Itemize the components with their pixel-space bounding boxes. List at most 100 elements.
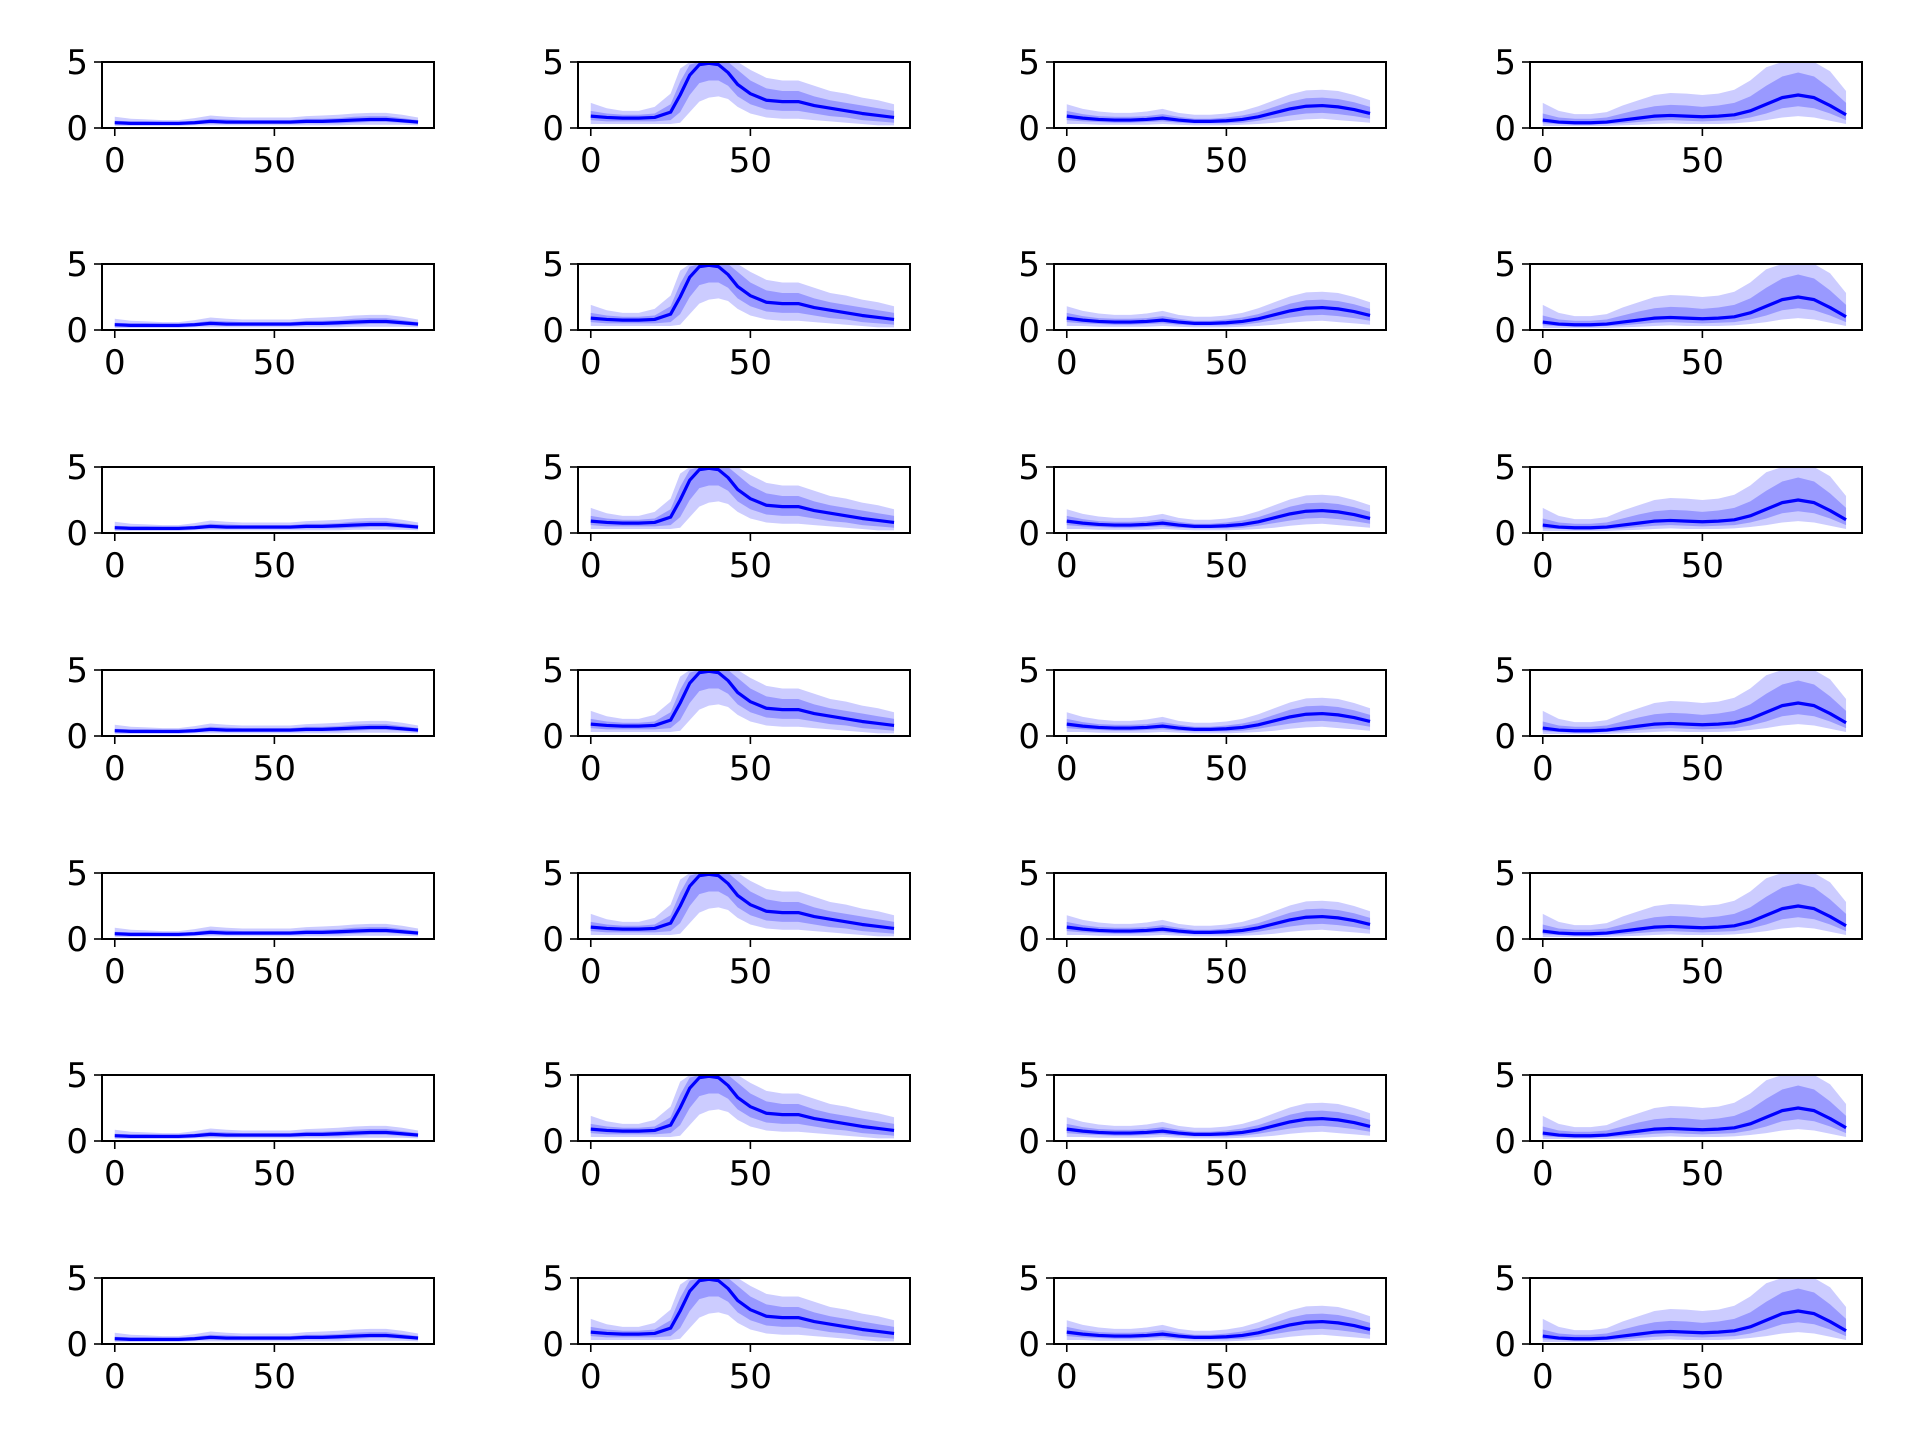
y-tick-label: 5 <box>1494 1056 1516 1096</box>
mean-line <box>590 873 895 931</box>
y-tick-label: 0 <box>542 311 564 351</box>
inner-band <box>1542 680 1847 733</box>
x-tick-label: 0 <box>1056 749 1078 789</box>
y-tick-label: 0 <box>542 1325 564 1365</box>
x-tick-label: 50 <box>253 1357 296 1397</box>
x-tick-label: 50 <box>729 141 772 181</box>
plot-area <box>1542 467 1847 532</box>
axes-frame <box>101 1277 435 1345</box>
y-tick-label: 0 <box>1018 1122 1040 1162</box>
axes-frame <box>577 669 911 737</box>
plot-area <box>114 112 419 127</box>
x-tick-label: 50 <box>253 546 296 586</box>
subplot-r5-c2: 0 50 0 5 <box>542 854 911 992</box>
subplot-r1-c4: 0 50 0 5 <box>1494 43 1863 181</box>
plot-area <box>114 720 419 735</box>
mean-line <box>1542 498 1847 530</box>
y-tick-label: 5 <box>66 1056 88 1096</box>
x-tick-label: 0 <box>104 952 126 992</box>
plot-area <box>1542 62 1847 127</box>
mean-line <box>1542 701 1847 733</box>
inner-band <box>1066 705 1371 732</box>
axes-frame <box>577 61 911 129</box>
x-tick-label: 0 <box>580 546 602 586</box>
plot-area <box>1542 1278 1847 1343</box>
subplot-r4-c4: 0 50 0 5 <box>1494 651 1863 789</box>
y-tick-label: 0 <box>1018 514 1040 554</box>
mean-line <box>114 725 419 733</box>
x-tick-label: 0 <box>104 1357 126 1397</box>
x-tick-label: 0 <box>1056 546 1078 586</box>
y-tick-label: 5 <box>542 854 564 894</box>
x-tick-label: 50 <box>253 749 296 789</box>
plot-area <box>590 670 895 734</box>
x-tick-label: 0 <box>1532 1154 1554 1194</box>
mean-line <box>114 1130 419 1138</box>
plot-area <box>114 517 419 532</box>
axes-frame <box>1053 1277 1387 1345</box>
x-tick-label: 0 <box>580 749 602 789</box>
mean-line <box>1066 103 1371 123</box>
y-tick-label: 0 <box>542 109 564 149</box>
y-tick-label: 5 <box>66 448 88 488</box>
axes-frame <box>101 669 435 737</box>
subplot-r4-c1: 0 50 0 5 <box>66 651 435 789</box>
y-tick-label: 0 <box>66 311 88 351</box>
x-tick-label: 0 <box>1532 343 1554 383</box>
y-tick-label: 0 <box>1018 311 1040 351</box>
y-tick-label: 5 <box>1494 448 1516 488</box>
mean-line <box>590 670 895 728</box>
plot-area <box>114 1328 419 1343</box>
x-tick-label: 0 <box>1056 343 1078 383</box>
plot-area <box>1542 873 1847 938</box>
y-tick-label: 5 <box>1018 448 1040 488</box>
x-tick-label: 0 <box>580 1154 602 1194</box>
axes-frame <box>1529 466 1863 534</box>
axes-frame <box>1529 1277 1863 1345</box>
x-tick-label: 0 <box>1532 546 1554 586</box>
x-tick-label: 0 <box>1532 749 1554 789</box>
axes-frame <box>1053 669 1387 737</box>
axes-frame <box>1529 1074 1863 1142</box>
y-tick-label: 5 <box>66 1259 88 1299</box>
x-tick-label: 50 <box>253 1154 296 1194</box>
x-tick-label: 0 <box>1532 141 1554 181</box>
subplot-r2-c2: 0 50 0 5 <box>542 245 911 383</box>
axes-frame <box>1529 669 1863 737</box>
inner-band <box>1542 1288 1847 1341</box>
y-tick-label: 5 <box>1494 245 1516 285</box>
subplot-r3-c1: 0 50 0 5 <box>66 448 435 586</box>
y-tick-label: 0 <box>1494 311 1516 351</box>
y-tick-label: 0 <box>66 1325 88 1365</box>
x-tick-label: 50 <box>1681 1357 1724 1397</box>
subplot-r2-c1: 0 50 0 5 <box>66 245 435 383</box>
y-tick-label: 0 <box>1018 920 1040 960</box>
inner-band <box>1066 502 1371 529</box>
plot-area <box>1542 264 1847 329</box>
x-tick-label: 0 <box>1056 141 1078 181</box>
inner-band <box>1066 908 1371 935</box>
x-tick-label: 50 <box>1681 343 1724 383</box>
axes-frame <box>577 1277 911 1345</box>
x-tick-label: 0 <box>104 1154 126 1194</box>
plot-area <box>590 264 895 328</box>
mean-line <box>1542 904 1847 936</box>
y-tick-label: 0 <box>66 109 88 149</box>
inner-band <box>1542 274 1847 327</box>
plot-area <box>1066 1305 1371 1342</box>
x-tick-label: 50 <box>1681 546 1724 586</box>
y-tick-label: 0 <box>542 920 564 960</box>
x-tick-label: 50 <box>1681 141 1724 181</box>
x-tick-label: 0 <box>1532 1357 1554 1397</box>
y-tick-label: 5 <box>542 43 564 83</box>
y-tick-label: 5 <box>1018 1056 1040 1096</box>
plot-area <box>590 873 895 937</box>
x-tick-label: 50 <box>1205 141 1248 181</box>
inner-band <box>1542 883 1847 936</box>
axes-frame <box>1529 61 1863 129</box>
x-tick-label: 0 <box>1056 952 1078 992</box>
inner-band <box>1542 477 1847 530</box>
y-tick-label: 5 <box>66 854 88 894</box>
mean-line <box>114 319 419 327</box>
